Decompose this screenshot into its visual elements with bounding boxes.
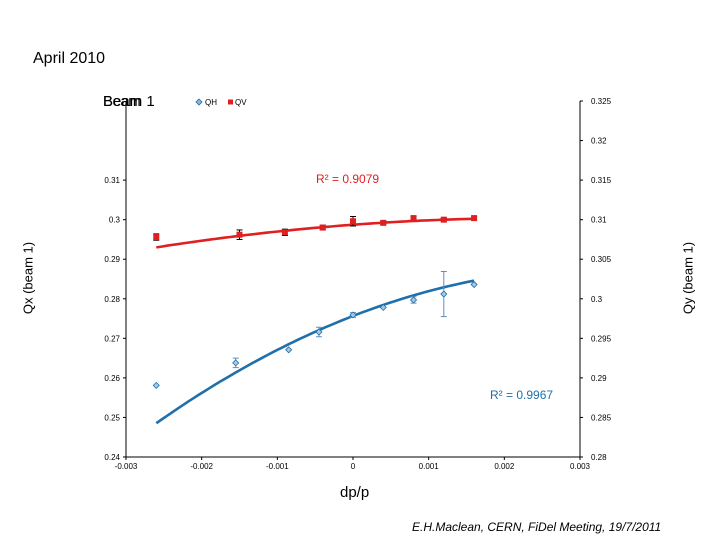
fit-curve-qh [155, 279, 475, 425]
data-point-qv [471, 215, 478, 222]
data-point-qh [315, 328, 323, 336]
y-left-tick-label: 0.27 [104, 334, 120, 343]
data-point-qh [152, 381, 160, 389]
data-point-qh [232, 359, 240, 367]
r2-annotation-qh: R² = 0.9967 [490, 388, 553, 402]
y-right-tick-label: 0.325 [591, 97, 612, 106]
x-tick-label: 0.003 [570, 462, 591, 471]
chart-title: Beam 1 [103, 93, 155, 110]
x-axis-label: dp/p [340, 484, 370, 501]
y-right-tick-label: 0.315 [591, 176, 612, 185]
y-right-tick-label: 0.285 [591, 413, 612, 422]
x-tick-label: 0.001 [419, 462, 440, 471]
y-right-tick-label: 0.305 [591, 255, 612, 264]
fit-curve-qv [156, 217, 475, 249]
x-tick-label: -0.003 [115, 462, 138, 471]
page-title: April 2010 [33, 50, 106, 67]
y-left-tick-label: 0.26 [104, 374, 120, 383]
y-left-tick-label: 0.24 [104, 453, 120, 462]
legend-label-qv: QV [235, 98, 247, 107]
r2-annotation-qv: R² = 0.9079 [316, 172, 379, 186]
legend-marker-qh [195, 98, 203, 106]
x-tick-label: 0 [351, 462, 356, 471]
y-left-tick-label: 0.29 [104, 255, 120, 264]
y-left-tick-label: 0.3 [109, 216, 121, 225]
data-point-qh [440, 290, 448, 298]
x-tick-label: -0.002 [190, 462, 213, 471]
data-point-qv [350, 218, 356, 225]
legend-marker-qv [228, 99, 233, 105]
y-right-tick-label: 0.32 [591, 137, 607, 146]
data-point-qv [236, 231, 243, 238]
data-point-qv [440, 216, 447, 223]
y-right-tick-label: 0.28 [591, 453, 607, 462]
y-left-tick-label: 0.28 [104, 295, 120, 304]
y-right-tick-label: 0.29 [591, 374, 607, 383]
data-point-qh [349, 311, 357, 319]
y-right-tick-label: 0.295 [591, 334, 612, 343]
data-point-qv [410, 215, 417, 222]
y-left-tick-label: 0.25 [104, 413, 120, 422]
data-point-qh [409, 296, 418, 304]
x-tick-label: -0.001 [266, 462, 289, 471]
chart-title-overlap: Beam [103, 93, 141, 110]
data-point-qh [379, 303, 387, 312]
data-point-qv [380, 219, 387, 226]
data-point-qv [281, 229, 288, 236]
y-left-tick-label: 0.31 [104, 176, 120, 185]
x-tick-label: 0.002 [494, 462, 515, 471]
legend-label-qh: QH [205, 98, 217, 107]
credit-footer: E.H.Maclean, CERN, FiDel Meeting, 19/7/2… [412, 520, 662, 534]
data-point-qv [319, 224, 326, 231]
data-point-qh [285, 346, 293, 354]
y-right-tick-label: 0.31 [591, 216, 607, 225]
y-right-tick-label: 0.3 [591, 295, 603, 304]
data-point-qh [470, 280, 478, 289]
data-point-qv [153, 234, 160, 241]
